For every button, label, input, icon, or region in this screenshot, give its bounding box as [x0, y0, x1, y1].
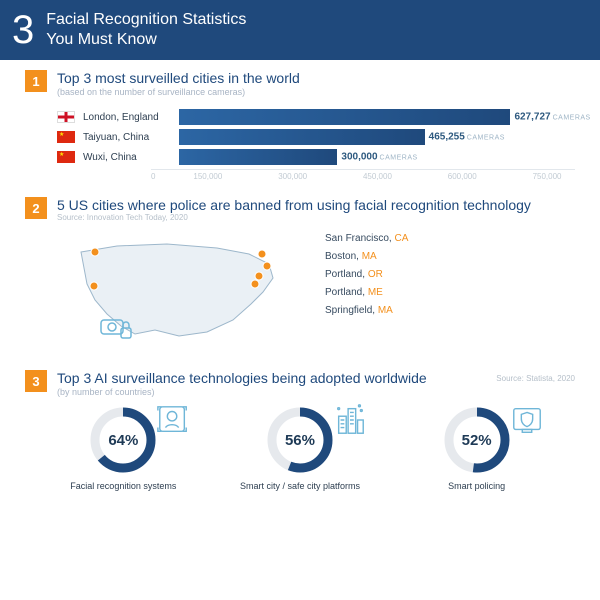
donut-item: 64% Facial recognition systems — [48, 407, 198, 491]
city-item: Springfield, MA — [325, 302, 408, 320]
donut-label: Smart policing — [402, 481, 552, 491]
badge-3: 3 — [25, 370, 47, 392]
section-3: 3 Top 3 AI surveillance technologies bei… — [0, 360, 600, 497]
map-marker-icon — [255, 272, 263, 280]
section-3-subtitle: (by number of countries) — [57, 387, 427, 397]
donut-item: 52% Smart policing — [402, 407, 552, 491]
donut-label: Facial recognition systems — [48, 481, 198, 491]
map-marker-icon — [91, 248, 99, 256]
us-map — [57, 230, 297, 350]
city-list: San Francisco, CABoston, MAPortland, ORP… — [325, 230, 408, 320]
x-tick: 150,000 — [193, 172, 278, 181]
donut-label: Smart city / safe city platforms — [225, 481, 375, 491]
x-tick: 0 — [151, 172, 193, 181]
donut-percent: 56% — [267, 407, 333, 473]
section-3-source: Source: Statista, 2020 — [496, 374, 575, 383]
bar-track: 465,255CAMERAS — [179, 129, 575, 145]
map-marker-icon — [258, 250, 266, 258]
bar-chart: London, England 627,727CAMERAS Taiyuan, Ch… — [57, 109, 575, 165]
bar-fill — [179, 109, 510, 125]
bar-label: Wuxi, China — [83, 152, 171, 163]
map-marker-icon — [263, 262, 271, 270]
flag-china-icon — [57, 131, 75, 143]
donut-ring: 64% — [90, 407, 156, 473]
bar-track: 627,727CAMERAS — [179, 109, 575, 125]
bar-fill — [179, 129, 425, 145]
section-3-head: 3 Top 3 AI surveillance technologies bei… — [25, 370, 427, 397]
bar-value: 300,000CAMERAS — [341, 152, 417, 163]
city-item: Portland, ME — [325, 284, 408, 302]
bar-value: 627,727CAMERAS — [514, 112, 590, 123]
city-item: Boston, MA — [325, 248, 408, 266]
map-marker-icon — [251, 280, 259, 288]
bar-label: London, England — [83, 112, 171, 123]
x-tick: 750,000 — [533, 172, 600, 181]
badge-2: 2 — [25, 197, 47, 219]
flag-england-icon — [57, 111, 75, 123]
header-number: 3 — [12, 10, 34, 50]
city-item: Portland, OR — [325, 266, 408, 284]
city-item: San Francisco, CA — [325, 230, 408, 248]
donut-ring: 52% — [444, 407, 510, 473]
section-2-source: Source: Innovation Tech Today, 2020 — [57, 213, 531, 222]
section-2: 2 5 US cities where police are banned fr… — [0, 187, 600, 360]
section-1-subtitle: (based on the number of surveillance cam… — [57, 87, 300, 97]
section-3-title: Top 3 AI surveillance technologies being… — [57, 370, 427, 386]
section-1-head: 1 Top 3 most surveilled cities in the wo… — [25, 70, 575, 97]
badge-1: 1 — [25, 70, 47, 92]
donut-percent: 52% — [444, 407, 510, 473]
x-tick: 300,000 — [278, 172, 363, 181]
bar-label: Taiyuan, China — [83, 132, 171, 143]
flag-china-icon — [57, 151, 75, 163]
donut-row: 64% Facial recognition systems 56% Smart ci… — [35, 407, 565, 491]
donut-ring: 56% — [267, 407, 333, 473]
section-1-title: Top 3 most surveilled cities in the worl… — [57, 70, 300, 86]
section-2-head: 2 5 US cities where police are banned fr… — [25, 197, 575, 222]
section-1: 1 Top 3 most surveilled cities in the wo… — [0, 60, 600, 187]
map-marker-icon — [90, 282, 98, 290]
city-icon — [333, 403, 367, 437]
x-tick: 600,000 — [448, 172, 533, 181]
donut-item: 56% Smart city / safe city platforms — [225, 407, 375, 491]
bar-chart-xaxis: 0150,000300,000450,000600,000750,000 — [151, 169, 575, 181]
face-icon — [156, 403, 190, 437]
shield-icon — [510, 403, 544, 437]
bar-value: 465,255CAMERAS — [429, 132, 505, 143]
bar-row: Taiyuan, China 465,255CAMERAS — [57, 129, 575, 145]
bar-track: 300,000CAMERAS — [179, 149, 575, 165]
section-2-title: 5 US cities where police are banned from… — [57, 197, 531, 213]
donut-percent: 64% — [90, 407, 156, 473]
header-title: Facial Recognition Statistics You Must K… — [46, 10, 246, 50]
bar-fill — [179, 149, 337, 165]
bar-row: Wuxi, China 300,000CAMERAS — [57, 149, 575, 165]
x-tick: 450,000 — [363, 172, 448, 181]
us-outline — [81, 244, 273, 336]
header: 3 Facial Recognition Statistics You Must… — [0, 0, 600, 60]
bar-row: London, England 627,727CAMERAS — [57, 109, 575, 125]
